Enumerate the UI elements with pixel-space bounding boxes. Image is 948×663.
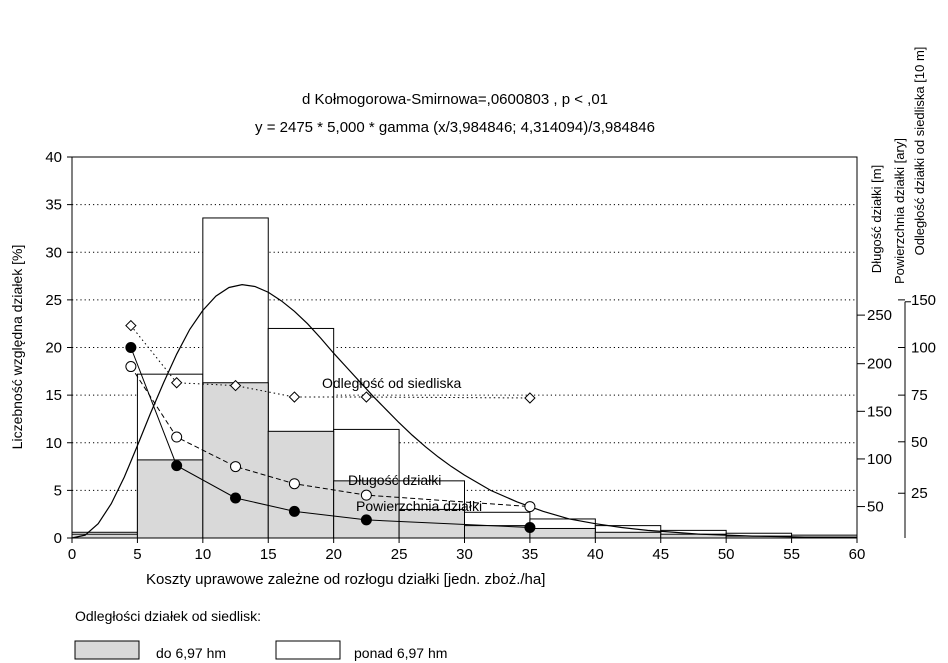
marker-open-circle: [125, 361, 137, 373]
x-tick-label: 5: [133, 546, 141, 563]
marker-diamond: [170, 377, 183, 389]
right-axis-1-tick-label: 100: [867, 451, 892, 468]
marker-open-circle: [288, 478, 300, 490]
marker-diamond: [229, 379, 242, 392]
y-tick-label: 15: [45, 387, 62, 404]
label-dlugosc: Długość działki: [348, 472, 441, 488]
legend-label-ponad: ponad 6,97 hm: [354, 645, 447, 661]
right-axis-2-tick-label: 150: [911, 292, 936, 309]
bar-do: [136, 459, 204, 539]
bar-do: [202, 382, 269, 539]
marker-filled-circle: [171, 460, 183, 472]
x-tick-label: 30: [456, 546, 473, 563]
marker-diamond: [288, 391, 301, 403]
chart-subtitle: y = 2475 * 5,000 * gamma (x/3,984846; 4,…: [255, 119, 655, 136]
x-tick-label: 25: [391, 546, 408, 563]
y-tick-label: 35: [45, 197, 62, 214]
marker-open-circle: [171, 431, 183, 443]
y-tick-label: 25: [45, 292, 62, 309]
marker-filled-circle: [524, 522, 536, 534]
legend-title: Odległości działek od siedlisk:: [75, 608, 261, 624]
x-tick-label: 15: [260, 546, 277, 563]
y-tick-label: 20: [45, 340, 62, 357]
fit-curve-line: [71, 284, 858, 539]
x-tick-label: 10: [194, 546, 211, 563]
right-axis-1-tick-label: 200: [867, 356, 892, 373]
marker-filled-circle: [360, 514, 372, 526]
x-tick-label: 0: [68, 546, 76, 563]
fit-curve: [71, 284, 858, 539]
y-tick-label: 10: [45, 435, 62, 452]
label-powierzchnia: Powierzchnia działki: [356, 498, 482, 514]
y-tick-label: 40: [45, 149, 62, 166]
right-axis-label: Odległość działki od siedliska [10 m]: [912, 47, 927, 256]
chart-title: d Kołmogorowa-Smirnowa=,0600803 , p < ,0…: [302, 91, 608, 108]
right-axis-label: Powierzchnia działki [ary]: [892, 138, 907, 284]
labels: Odległość od siedliska Długość działki Pow…: [9, 47, 936, 588]
series-lines: [125, 319, 536, 534]
series-line: [130, 325, 530, 399]
right-axis-2-tick-label: 25: [911, 485, 928, 502]
x-tick-label: 40: [587, 546, 604, 563]
marker-open-circle: [360, 489, 372, 501]
x-axis-label: Koszty uprawowe zależne od rozłogu dział…: [146, 571, 545, 588]
right-axis-1-tick-label: 50: [867, 499, 884, 516]
y-tick-label: 5: [54, 482, 62, 499]
marker-open-circle: [524, 501, 536, 513]
right-axis-label: Długość działki [m]: [869, 165, 884, 273]
marker-filled-circle: [125, 342, 137, 353]
series-line: [130, 347, 530, 529]
marker-diamond: [360, 391, 373, 403]
legend-swatch-do: [74, 640, 140, 660]
bar-do: [529, 527, 596, 539]
x-tick-label: 45: [652, 546, 669, 563]
right-axis-1-tick-label: 150: [867, 403, 892, 420]
right-axis-2-tick-label: 100: [911, 340, 936, 357]
y-tick-label: 30: [45, 244, 62, 261]
y-tick-label: 0: [54, 530, 62, 547]
bar-do: [594, 531, 662, 539]
right-axis-2-tick-label: 75: [911, 387, 928, 404]
x-tick-label: 60: [849, 546, 866, 563]
legend-swatch-ponad: [275, 640, 341, 660]
right-axis-1-tick-label: 250: [867, 307, 892, 324]
marker-diamond: [125, 319, 137, 332]
x-tick-label: 35: [522, 546, 539, 563]
marker-open-circle: [230, 461, 242, 473]
y-axis-label: Liczebność względna działek [%]: [9, 245, 25, 450]
x-tick-label: 55: [783, 546, 800, 563]
x-tick-label: 20: [325, 546, 342, 563]
right-axis-2-tick-label: 50: [911, 434, 928, 451]
legend: Odległości działek od siedlisk: do 6,97 h…: [74, 608, 447, 661]
label-odleglosc: Odległość od siedliska: [322, 375, 462, 391]
marker-filled-circle: [288, 505, 300, 517]
x-tick-label: 50: [718, 546, 735, 563]
series-line: [130, 366, 530, 508]
marker-filled-circle: [230, 492, 242, 504]
legend-label-do: do 6,97 hm: [156, 645, 226, 661]
axes: [67, 156, 911, 543]
marker-diamond: [524, 392, 536, 404]
